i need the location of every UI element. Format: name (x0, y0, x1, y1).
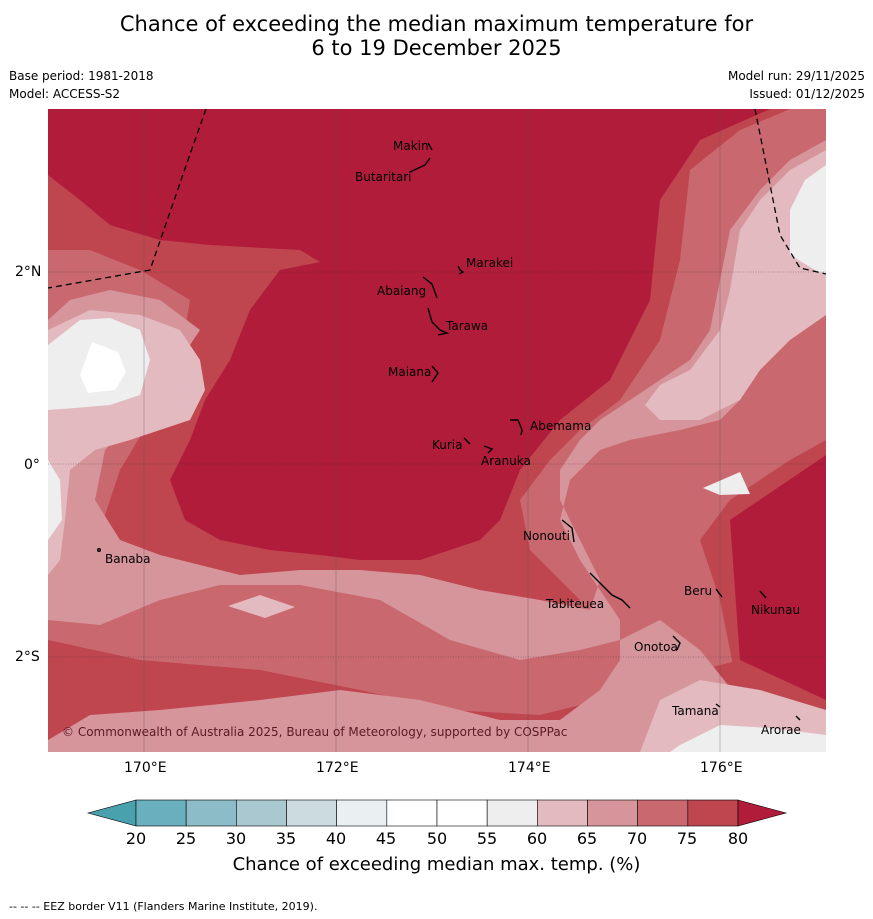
lat-label-2n: 2°N (15, 264, 42, 280)
eez-border (48, 109, 826, 289)
lon-label-174: 174°E (508, 760, 551, 776)
model-name: Model: ACCESS-S2 (9, 87, 121, 101)
lon-label-170: 170°E (124, 760, 167, 776)
meta-right: Model run: 29/11/2025 Issued: 01/12/2025 (728, 67, 865, 103)
lon-label-176: 176°E (700, 760, 743, 776)
colorbar-label: Chance of exceeding median max. temp. (%… (232, 854, 641, 875)
model-run: Model run: 29/11/2025 (727, 69, 865, 83)
lat-label-0: 0° (24, 457, 40, 473)
cb-tick-70: 70 (626, 829, 648, 848)
band-55-east (790, 165, 826, 275)
band-65 (48, 140, 826, 752)
cb-tick-25: 25 (175, 829, 197, 848)
cb-tick-35: 35 (275, 829, 297, 848)
cb-tick-40: 40 (325, 829, 347, 848)
lat-label-2s: 2°S (15, 649, 40, 665)
title-line-2: 6 to 19 December 2025 (311, 36, 562, 60)
issued-date: Issued: 01/12/2025 (749, 87, 865, 101)
base-period: Base period: 1981-2018 (9, 69, 154, 83)
cb-tick-60: 60 (526, 829, 548, 848)
band-55-east2 (703, 472, 750, 495)
cb-tick-55: 55 (476, 829, 498, 848)
cb-tick-65: 65 (576, 829, 598, 848)
band-50-west (80, 342, 126, 393)
cb-tick-30: 30 (225, 829, 247, 848)
band-60-east (645, 150, 826, 420)
lon-label-172: 172°E (316, 760, 359, 776)
graticule (143, 109, 721, 752)
band-55-southeast (670, 725, 826, 752)
cb-tick-75: 75 (676, 829, 698, 848)
chart-title: Chance of exceeding the median maximum t… (0, 12, 873, 60)
meta-left: Base period: 1981-2018 Model: ACCESS-S2 (9, 67, 154, 103)
footer-note: -- -- -- EEZ border V11 (Flanders Marine… (9, 900, 318, 913)
lat-lines (48, 271, 826, 658)
cb-tick-20: 20 (125, 829, 147, 848)
band-70 (48, 109, 826, 752)
cb-tick-80: 80 (727, 829, 749, 848)
band-60-south (228, 595, 295, 618)
title-line-1: Chance of exceeding the median maximum t… (119, 12, 754, 36)
islands (96, 142, 801, 721)
cb-tick-50: 50 (426, 829, 448, 848)
cb-tick-45: 45 (375, 829, 397, 848)
band-55-west2 (48, 460, 62, 540)
